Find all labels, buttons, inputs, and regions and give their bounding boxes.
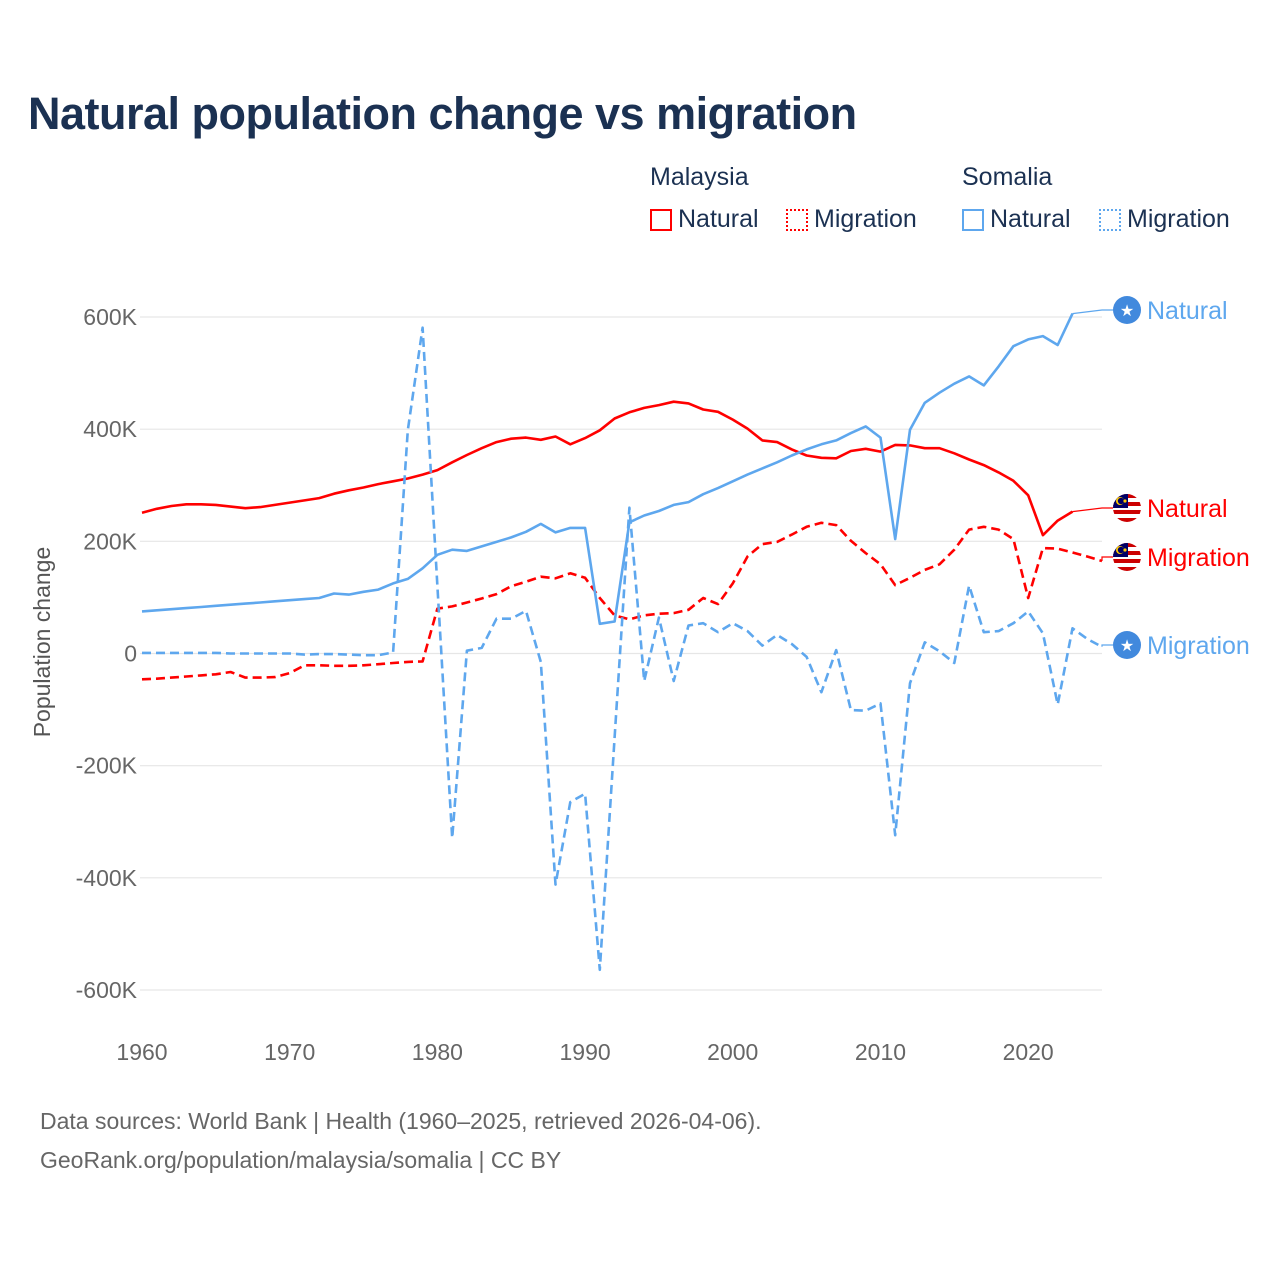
somalia-flag-icon xyxy=(1113,296,1141,324)
series-line-malaysia-natural[interactable] xyxy=(141,400,1074,537)
legend-swatch-dotted-red xyxy=(786,208,808,231)
x-tick-label: 1960 xyxy=(116,1039,167,1065)
label-connector xyxy=(1072,507,1113,513)
legend-label: Natural xyxy=(678,205,759,233)
legend-group-malaysia: Malaysia xyxy=(650,163,749,191)
x-tick-label: 1980 xyxy=(412,1039,463,1065)
malaysia-flag-icon xyxy=(1113,494,1141,522)
legend-swatch-solid-blue xyxy=(962,208,984,231)
y-tick-label: -400K xyxy=(76,865,138,891)
y-tick-label: 400K xyxy=(83,416,137,442)
somalia-flag-icon xyxy=(1113,631,1141,659)
legend-item-somalia-migration[interactable]: Migration xyxy=(1099,205,1230,234)
malaysia-flag-icon xyxy=(1113,543,1141,571)
legend-group-somalia: Somalia xyxy=(962,163,1053,191)
footer-source: Data sources: World Bank | Health (1960–… xyxy=(40,1108,762,1134)
x-tick-label: 1990 xyxy=(559,1039,610,1065)
line-chart: 600K 400K 200K 0 -200K -400K -600K 1960 1970 198… xyxy=(29,296,1250,1065)
end-label: Migration xyxy=(1147,632,1250,660)
legend-item-somalia-natural[interactable]: Natural xyxy=(962,205,1071,234)
x-tick-label: 2010 xyxy=(855,1039,906,1065)
legend-swatch-dotted-blue xyxy=(1099,208,1121,231)
end-label: Natural xyxy=(1147,495,1228,523)
footer-link[interactable]: GeoRank.org/population/malaysia/somalia … xyxy=(40,1147,562,1173)
legend-item-malaysia-natural[interactable]: Natural xyxy=(650,205,759,234)
star-icon: ★ xyxy=(1120,636,1134,655)
legend-label: Migration xyxy=(814,205,917,233)
x-tick-label: 1970 xyxy=(264,1039,315,1065)
series-line-somalia-migration[interactable] xyxy=(142,326,1103,972)
y-tick-label: 200K xyxy=(83,528,137,554)
x-tick-label: 2000 xyxy=(707,1039,758,1065)
y-tick-label: 0 xyxy=(124,641,137,667)
legend-item-malaysia-migration[interactable]: Migration xyxy=(786,205,917,234)
y-axis-label: Population change xyxy=(29,547,55,738)
legend-label: Natural xyxy=(990,205,1071,233)
y-tick-label: -600K xyxy=(76,977,138,1003)
legend-swatch-solid-red xyxy=(650,208,672,231)
end-label: Migration xyxy=(1147,544,1250,572)
legend-label: Migration xyxy=(1127,205,1230,233)
label-connector xyxy=(1072,309,1113,315)
label-connector xyxy=(1101,556,1113,561)
y-tick-label: 600K xyxy=(83,304,137,330)
y-tick-label: -200K xyxy=(76,753,138,779)
x-tick-label: 2020 xyxy=(1003,1039,1054,1065)
series-line-somalia-natural[interactable] xyxy=(141,313,1074,626)
label-connector xyxy=(1101,644,1113,647)
end-label: Natural xyxy=(1147,297,1228,325)
star-icon: ★ xyxy=(1120,301,1134,320)
chart-title: Natural population change vs migration xyxy=(28,88,857,139)
